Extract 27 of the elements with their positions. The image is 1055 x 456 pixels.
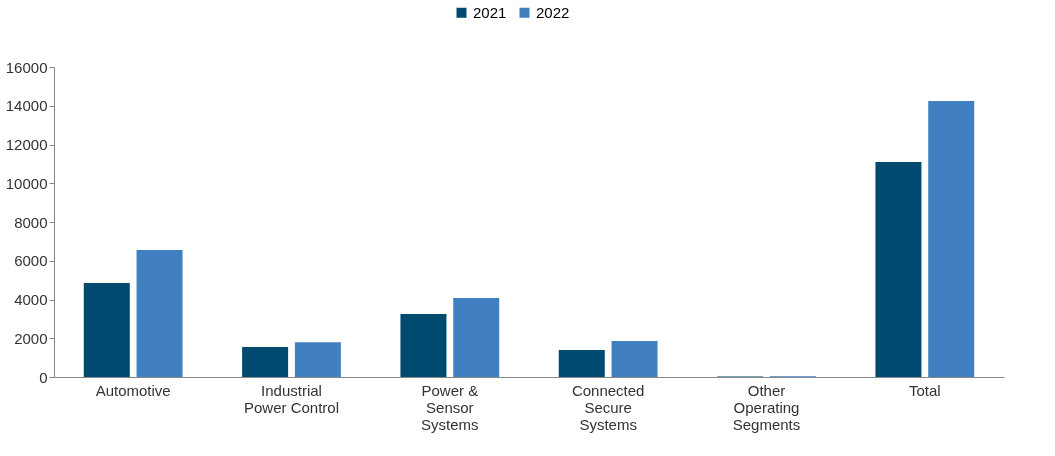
y-tick-label: 6000 bbox=[14, 252, 48, 270]
bar bbox=[611, 340, 658, 377]
x-tick-label: Total bbox=[908, 381, 941, 399]
x-tick-label: Connected Secure Systems bbox=[571, 381, 645, 433]
x-tick-label: Power & Sensor Systems bbox=[421, 381, 479, 433]
y-tick-label: 12000 bbox=[5, 136, 48, 153]
bar bbox=[453, 297, 500, 377]
bar bbox=[83, 283, 130, 377]
legend-label: 2022 bbox=[536, 3, 570, 21]
x-tick-label: Automotive bbox=[95, 381, 171, 399]
bar bbox=[400, 314, 447, 377]
bar bbox=[928, 100, 975, 377]
bar bbox=[242, 346, 289, 377]
bar bbox=[558, 350, 605, 377]
x-tick-label: Industrial Power Control bbox=[243, 381, 340, 416]
y-tick-label: 14000 bbox=[5, 97, 48, 115]
bar bbox=[875, 161, 922, 377]
y-tick-label: 10000 bbox=[5, 174, 48, 192]
y-tick-label: 2000 bbox=[14, 329, 48, 347]
legend-label: 2021 bbox=[473, 3, 507, 21]
bar bbox=[136, 250, 183, 377]
x-tick-label: Other Operating Segments bbox=[732, 381, 801, 433]
bar bbox=[294, 342, 341, 377]
y-tick-label: 4000 bbox=[14, 291, 48, 308]
y-tick-label: 8000 bbox=[14, 213, 48, 231]
y-tick-label: 0 bbox=[39, 368, 48, 386]
y-tick-label: 16000 bbox=[5, 58, 48, 76]
